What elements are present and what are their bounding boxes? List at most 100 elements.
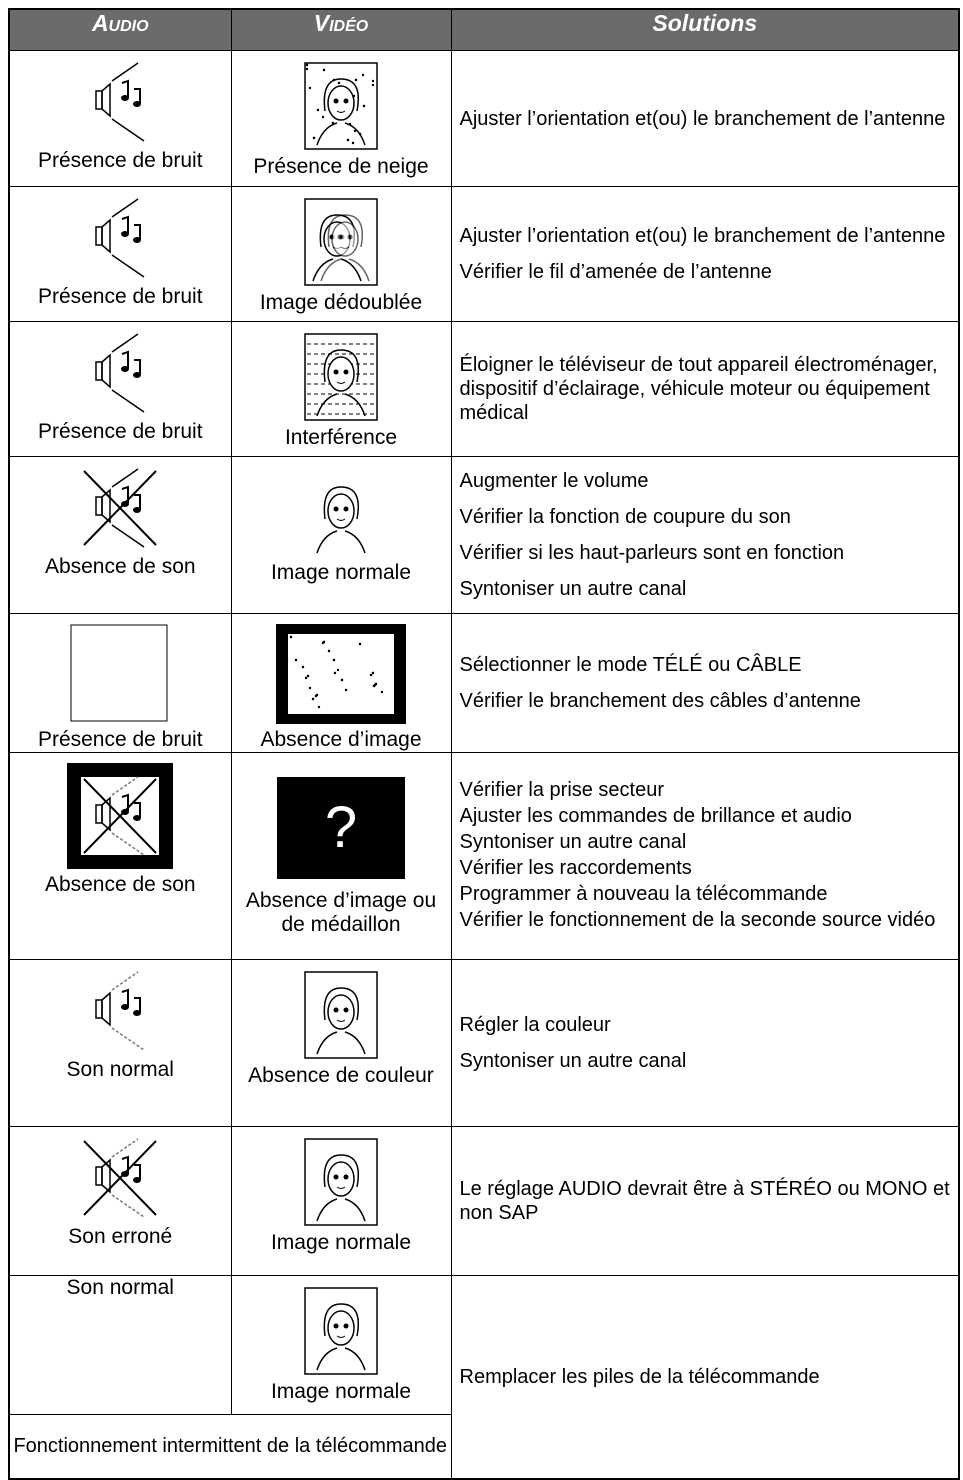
video-label: Absence d’image: [260, 728, 422, 751]
solution-text: Vérifier le branchement des câbles d’ant…: [459, 690, 861, 712]
icon: [83, 468, 157, 548]
icon: [316, 486, 366, 554]
question-screen: ?: [277, 777, 405, 879]
audio-label: Son normal: [66, 1276, 174, 1299]
noise-dot: [371, 671, 375, 675]
eye: [343, 369, 349, 375]
face: [327, 994, 355, 1030]
music-note: [121, 215, 130, 233]
noise-dot: [289, 635, 293, 639]
table-row: Son normal Image normale Remplacer les pi…: [8, 1275, 960, 1479]
audio-label: Son erroné: [68, 1225, 173, 1248]
hair: [323, 349, 359, 383]
video-cell: Absence de couleur: [230, 959, 452, 1127]
eye: [343, 98, 349, 104]
audio-label: Présence de bruit: [37, 149, 203, 172]
solution-text: Ajuster l’orientation et(ou) le branchem…: [459, 107, 946, 130]
solutions-cell: Le réglage AUDIO devrait être à STÉRÉO o…: [450, 1126, 960, 1276]
table-row: Présence de bruit Image dédoublée Ajuster…: [8, 186, 960, 322]
hair: [323, 78, 359, 112]
face: [331, 221, 359, 257]
music-note: [121, 366, 130, 372]
noise-dot: [358, 642, 362, 646]
solutions-cell: Vérifier la prise secteur Ajuster les com…: [450, 752, 960, 960]
noise-dot: [340, 678, 344, 682]
face: [327, 493, 355, 529]
face: [327, 85, 355, 121]
music-note: [134, 802, 142, 817]
table-row: Absence de son? Absence d’image ou de méd…: [8, 752, 960, 960]
noise-dot: [369, 673, 373, 677]
video-label: Image dédoublée: [259, 291, 423, 314]
video-cell: Image normale: [230, 1126, 452, 1276]
face: [327, 356, 355, 392]
sound-line: [111, 333, 139, 353]
audio-cell: Absence de son: [8, 456, 232, 614]
mouth: [336, 381, 346, 384]
noise-dot: [317, 705, 321, 709]
table-body: Présence de bruit Présence de neige Ajust…: [8, 50, 960, 1479]
solution-text: Ajuster l’orientation et(ou) le branchem…: [459, 225, 946, 247]
noise-dot: [351, 141, 355, 145]
speaker-cone: [101, 1158, 111, 1194]
cross-line: [83, 1140, 157, 1216]
speaker-box: [95, 999, 103, 1019]
mouth: [340, 246, 350, 249]
noise-dot: [312, 136, 316, 140]
header-solutions: Solutions: [450, 8, 960, 51]
noise-dot: [333, 671, 337, 675]
icon: [83, 1138, 157, 1218]
table-row: Absence de son Image normale Augmenter le…: [8, 456, 960, 614]
noise-dot: [353, 129, 357, 133]
sound-line: [111, 776, 139, 796]
cross-line: [83, 778, 157, 854]
icon: [70, 624, 168, 722]
sound-line: [111, 971, 139, 991]
noise-dot: [354, 78, 358, 82]
video-cell: ? Absence d’image ou de médaillon: [230, 752, 452, 960]
noise-dot: [371, 79, 375, 83]
solution-text: Éloigner le téléviseur de tout appareil …: [459, 354, 938, 424]
music-note: [134, 359, 142, 374]
music-note: [134, 88, 142, 103]
icon: [95, 971, 145, 1051]
shoulders: [312, 258, 362, 282]
hair: [323, 486, 359, 520]
music-note: [121, 1155, 130, 1173]
audio-label: Absence de son: [44, 555, 196, 578]
eye: [333, 506, 339, 512]
noise-dot: [322, 640, 326, 644]
audio-label: Présence de bruit: [37, 420, 203, 443]
icon: [304, 333, 378, 421]
video-label: Image normale: [270, 561, 412, 584]
solution-text: Syntoniser un autre canal: [459, 1050, 687, 1072]
troubleshooting-table: Audio Vidéo Solutions Présence de bruit …: [8, 8, 960, 1480]
audio-cell: Présence de bruit: [8, 321, 232, 457]
video-label: Absence de couleur: [248, 1064, 434, 1087]
icon: [95, 333, 145, 413]
shoulders: [316, 393, 366, 417]
noise-dot: [322, 68, 326, 72]
video-label: Absence d’image ou de médaillon: [245, 889, 437, 936]
video-label: Présence de neige: [253, 155, 429, 178]
solution-text: Vérifier la fonction de coupure du son: [459, 506, 791, 528]
icon: [304, 1287, 378, 1375]
header-video: Vidéo: [230, 8, 452, 51]
speaker-box: [95, 361, 103, 381]
music-note: [134, 1164, 142, 1179]
noise-dot: [332, 658, 336, 662]
noise-dot: [344, 688, 348, 692]
sound-line: [111, 254, 145, 278]
video-label: Image normale: [270, 1380, 412, 1403]
noise-dot: [308, 686, 312, 690]
speaker-cone: [101, 488, 111, 524]
video-cell: Image normale: [230, 456, 452, 614]
music-note: [121, 1004, 130, 1010]
icon: [304, 198, 378, 286]
icon: [67, 763, 174, 869]
audio-cell: Son normal: [8, 959, 232, 1127]
audio-label: Son normal: [66, 1058, 174, 1081]
blank-box: [70, 624, 168, 722]
mouth: [336, 1019, 346, 1022]
music-note: [121, 79, 130, 97]
